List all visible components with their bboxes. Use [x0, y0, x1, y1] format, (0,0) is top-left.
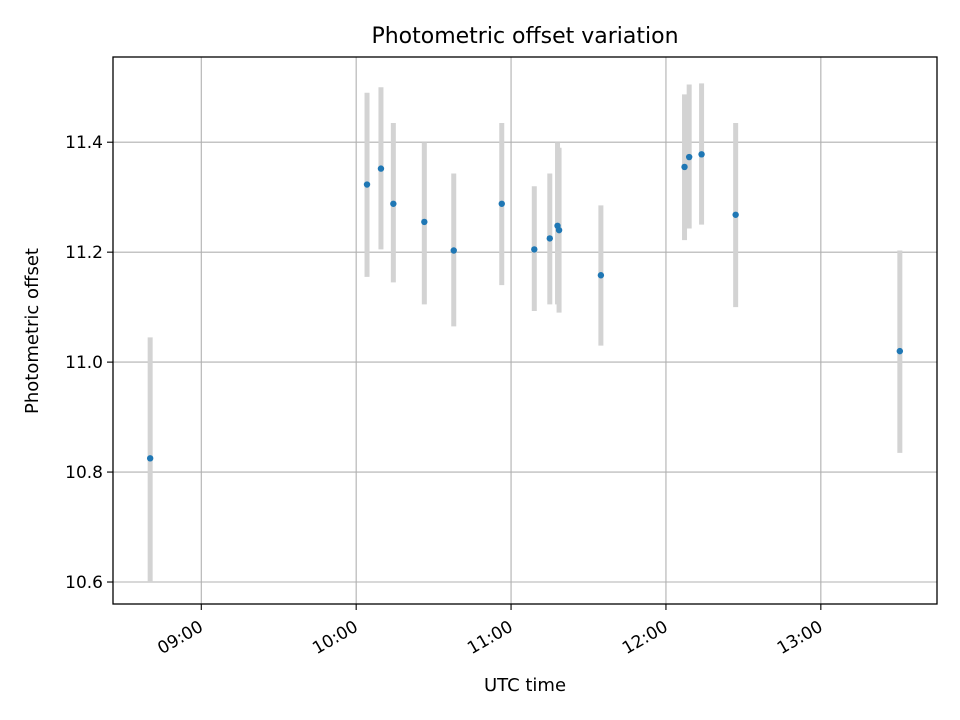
y-tick-label: 11.0	[65, 353, 103, 373]
data-point	[732, 211, 739, 218]
y-tick-label: 10.8	[65, 463, 103, 483]
y-tick-label: 10.6	[65, 573, 103, 593]
data-point	[531, 246, 538, 253]
data-point	[555, 226, 563, 234]
data-point	[390, 200, 397, 207]
grid-lines	[113, 57, 937, 604]
y-tick-label: 11.4	[65, 133, 103, 153]
data-point	[450, 247, 457, 254]
data-point	[421, 218, 428, 226]
data-point	[681, 163, 688, 171]
data-point	[377, 165, 385, 172]
data-point	[685, 153, 693, 161]
chart-title: Photometric offset variation	[371, 24, 678, 49]
y-tick-label: 11.2	[65, 243, 103, 263]
data-point	[498, 200, 505, 207]
data-point	[546, 235, 553, 242]
y-axis-label: Photometric offset	[22, 248, 43, 414]
data-point	[146, 455, 154, 462]
data-point	[597, 272, 605, 279]
data-point	[698, 151, 705, 158]
data-points	[146, 151, 904, 462]
data-point	[363, 181, 371, 188]
x-axis-label: UTC time	[484, 675, 566, 696]
y-axis-ticks: 10.6 10.8 11.0 11.2 11.4	[65, 133, 113, 593]
data-point	[896, 347, 904, 355]
plot-frame	[112, 56, 938, 605]
